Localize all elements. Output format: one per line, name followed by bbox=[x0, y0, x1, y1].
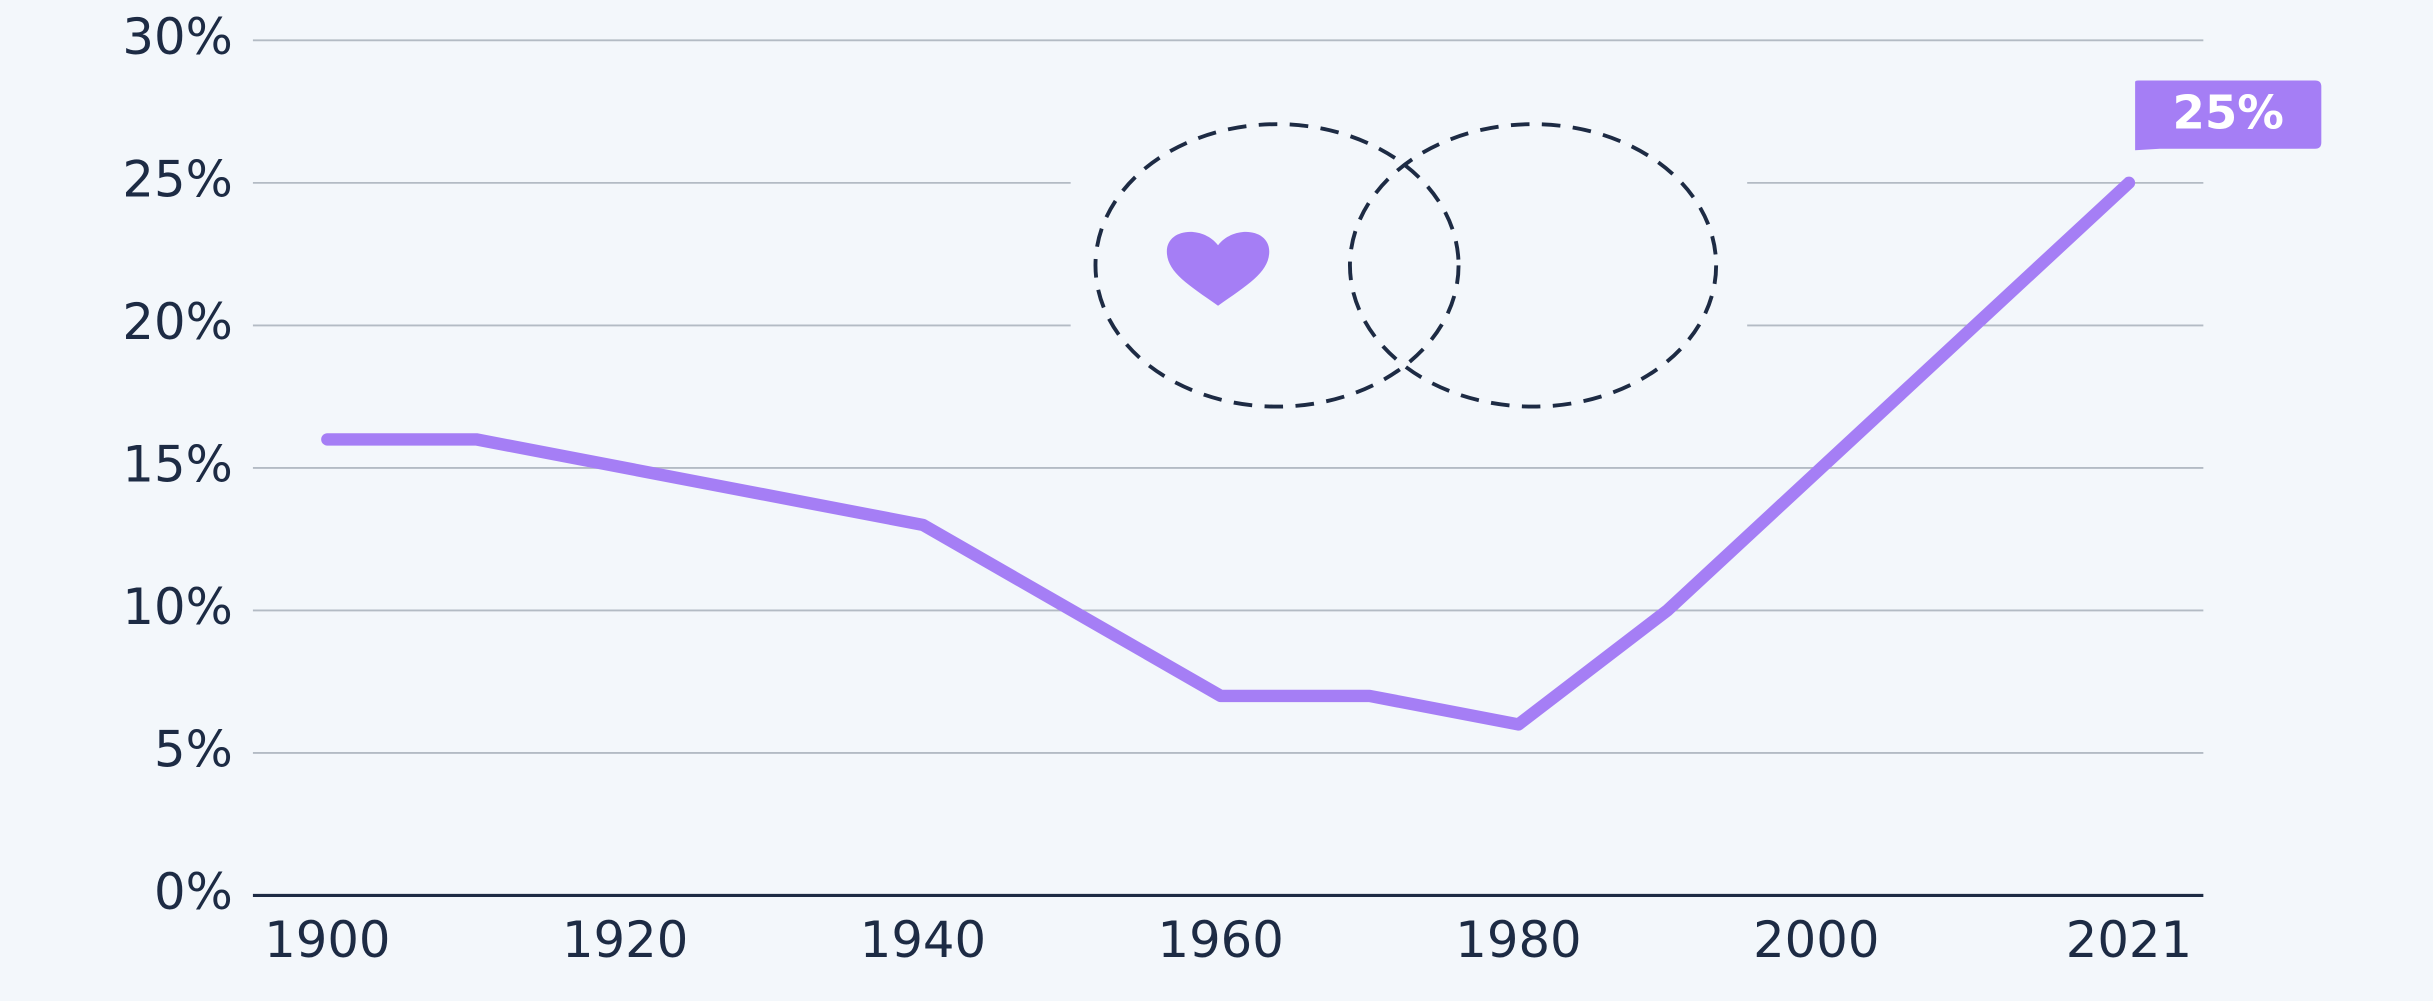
y-tick-label: 20% bbox=[122, 293, 232, 351]
x-tick-label: 1900 bbox=[264, 911, 390, 969]
x-tick-label: 1940 bbox=[860, 911, 986, 969]
page: 0% 5% 10% 15% 20% 25% 30% 1900 1920 1940 1960 1980 2… bbox=[0, 0, 2433, 1001]
y-tick-label: 15% bbox=[122, 435, 232, 493]
y-tick-label: 30% bbox=[122, 8, 232, 66]
y-tick-label: 25% bbox=[122, 150, 232, 208]
callout: 25% bbox=[2135, 80, 2321, 150]
chart: 0% 5% 10% 15% 20% 25% 30% 1900 1920 1940 1960 1980 2… bbox=[0, 0, 2433, 1001]
x-tick-label: 2021 bbox=[2066, 911, 2192, 969]
x-tick-label: 2000 bbox=[1753, 911, 1879, 969]
data-label: 25% bbox=[2173, 86, 2284, 140]
y-tick-label: 0% bbox=[154, 863, 233, 921]
x-tick-label: 1960 bbox=[1158, 911, 1284, 969]
y-tick-label: 5% bbox=[154, 720, 233, 778]
y-tick-label: 10% bbox=[122, 578, 232, 636]
x-tick-label: 1920 bbox=[562, 911, 688, 969]
x-tick-label: 1980 bbox=[1455, 911, 1581, 969]
decoration bbox=[1071, 96, 1748, 431]
